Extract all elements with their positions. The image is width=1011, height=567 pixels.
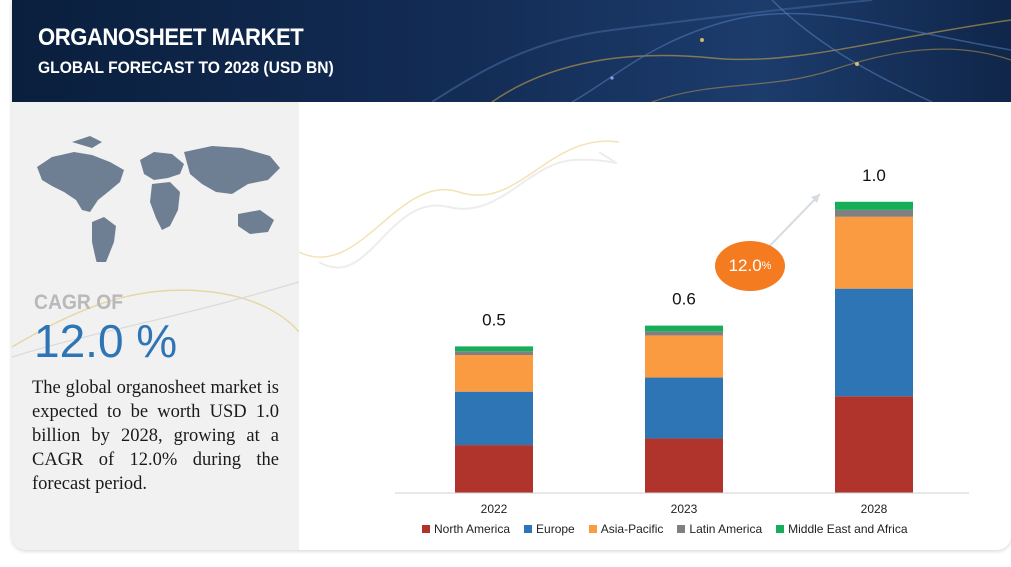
cagr-value: 12.0 % bbox=[34, 315, 178, 367]
bars-group bbox=[455, 201, 913, 493]
infographic-card: ORGANOSHEET MARKET GLOBAL FORECAST TO 20… bbox=[12, 0, 1011, 550]
legend-label-asia-pacific: Asia-Pacific bbox=[600, 522, 664, 536]
legend-swatch-europe bbox=[524, 525, 533, 533]
legend-label-north-america: North America bbox=[434, 522, 511, 536]
x-tick-label-2028: 2028 bbox=[861, 502, 888, 516]
bar-segment-north-america-2028 bbox=[835, 396, 913, 493]
legend-item-asia-pacific: Asia-Pacific bbox=[588, 522, 664, 536]
x-tick-label-2023: 2023 bbox=[671, 502, 698, 516]
bar-segment-latin-america-2022 bbox=[455, 351, 533, 356]
cagr-bubble-value: 12.0 bbox=[728, 256, 762, 275]
header-banner: ORGANOSHEET MARKET GLOBAL FORECAST TO 20… bbox=[12, 0, 1011, 102]
x-tick-label-2022: 2022 bbox=[481, 502, 508, 516]
chart-swoosh-grey bbox=[318, 151, 618, 269]
legend-item-middle-east-and-africa: Middle East and Africa bbox=[776, 522, 908, 536]
legend-label-middle-east-and-africa: Middle East and Africa bbox=[788, 522, 908, 536]
cagr-bubble-unit: % bbox=[761, 260, 772, 272]
chart-legend: North America Europe Asia-Pacific Latin Ame… bbox=[422, 520, 908, 538]
summary-description: The global organosheet market is expecte… bbox=[32, 378, 279, 494]
legend-label-europe: Europe bbox=[536, 522, 575, 536]
page-title: ORGANOSHEET MARKET bbox=[38, 24, 304, 51]
swoosh-decoration bbox=[12, 281, 299, 358]
total-label-2028: 1.0 bbox=[862, 166, 886, 185]
bar-segment-europe-2028 bbox=[835, 288, 913, 397]
growth-arrow-head bbox=[811, 194, 820, 203]
legend-item-latin-america: Latin America bbox=[677, 522, 762, 536]
bar-segment-latin-america-2023 bbox=[645, 331, 723, 336]
bar-segment-latin-america-2028 bbox=[835, 209, 913, 217]
bar-segment-middle-east-and-africa-2023 bbox=[645, 325, 723, 332]
world-map-icon bbox=[37, 136, 280, 262]
cagr-bubble: 12.0% bbox=[715, 241, 785, 291]
legend-swatch-latin-america bbox=[677, 525, 686, 533]
banner-decoration bbox=[431, 0, 1011, 102]
legend-item-north-america: North America bbox=[422, 522, 510, 536]
summary-panel: CAGR OF 12.0 % The global organosheet ma… bbox=[12, 102, 299, 550]
bar-segment-north-america-2023 bbox=[645, 438, 723, 493]
legend-swatch-north-america bbox=[422, 525, 430, 533]
legend-item-europe: Europe bbox=[524, 522, 575, 536]
page-subtitle: GLOBAL FORECAST TO 2028 (USD BN) bbox=[38, 58, 334, 77]
total-label-2022: 0.5 bbox=[482, 310, 506, 329]
bar-segment-north-america-2022 bbox=[455, 445, 533, 493]
bar-segment-asia-pacific-2022 bbox=[455, 355, 533, 392]
total-label-2023: 0.6 bbox=[672, 290, 696, 309]
total-labels: 0.5 0.6 1.0 bbox=[482, 166, 886, 330]
x-tick-labels: 2022 2023 2028 bbox=[481, 502, 888, 516]
legend-label-latin-america: Latin America bbox=[689, 522, 763, 536]
bar-segment-europe-2022 bbox=[455, 391, 533, 446]
bar-segment-asia-pacific-2028 bbox=[835, 216, 913, 289]
cagr-label: CAGR OF bbox=[34, 291, 124, 314]
bar-segment-asia-pacific-2023 bbox=[645, 335, 723, 378]
legend-swatch-middle-east-and-africa bbox=[776, 525, 785, 533]
bar-segment-middle-east-and-africa-2022 bbox=[455, 346, 533, 352]
bar-segment-europe-2023 bbox=[645, 377, 723, 439]
chart-swoosh-gold bbox=[299, 140, 620, 258]
stacked-bar-chart: 2022 2023 2028 0.5 0.6 1.0 bbox=[299, 140, 969, 516]
legend-swatch-asia-pacific bbox=[588, 525, 597, 533]
bar-segment-middle-east-and-africa-2028 bbox=[835, 201, 913, 210]
